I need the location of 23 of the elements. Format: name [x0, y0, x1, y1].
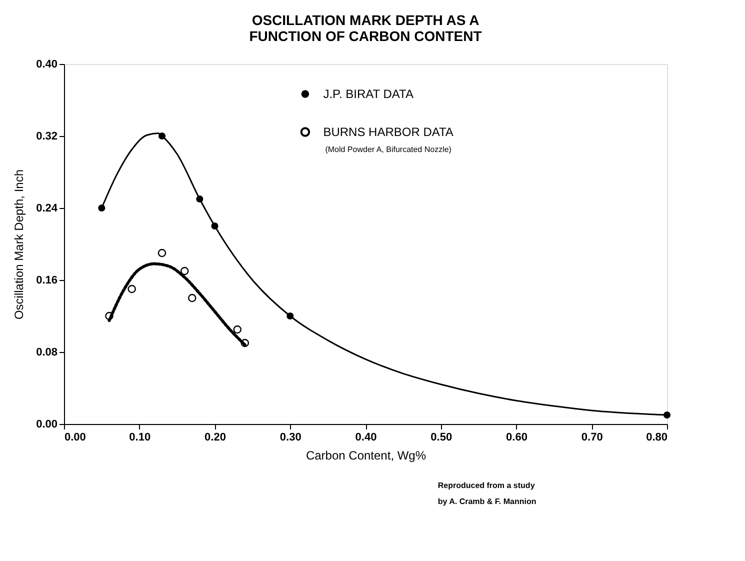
chart-title: OSCILLATION MARK DEPTH AS A FUNCTION OF CARBON CONTENT [249, 12, 482, 44]
y-tick-label: 0.00 [36, 418, 58, 430]
x-tick-label: 0.50 [430, 432, 452, 444]
y-tick-label: 0.32 [36, 130, 58, 142]
legend-label: BURNS HARBOR DATA [323, 125, 454, 139]
text: Reproduced from a study [438, 481, 536, 490]
x-axis-title: Carbon Content, Wg% [306, 448, 426, 462]
y-tick-label: 0.40 [36, 58, 58, 70]
x-tick-label: 0.60 [506, 432, 528, 444]
x-tick-label: 0.00 [64, 432, 86, 444]
y-tick-label: 0.16 [36, 274, 58, 286]
y-tick-label: 0.24 [36, 202, 58, 214]
y-tick-label: 0.08 [36, 346, 58, 358]
x-tick-label: 0.30 [280, 432, 302, 444]
x-tick-label: 0.70 [581, 432, 603, 444]
y-axis-title: Oscillation Mark Depth, Inch [12, 169, 26, 320]
x-tick-label: 0.40 [355, 432, 377, 444]
annotation: (Mold Powder A, Bifurcated Nozzle) [325, 145, 452, 154]
text: by A. Cramb & F. Mannion [438, 497, 536, 506]
x-tick-label: 0.20 [204, 432, 226, 444]
legend-label: J.P. BIRAT DATA [323, 87, 414, 101]
x-tick-label: 0.80 [646, 432, 668, 444]
x-tick-label: 0.10 [129, 432, 151, 444]
